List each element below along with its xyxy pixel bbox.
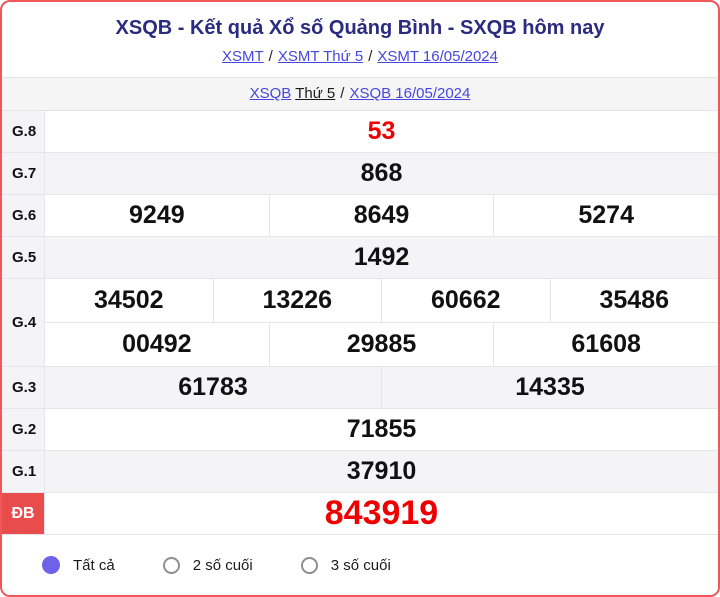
prize-label: G.8 [2, 111, 45, 152]
prize-label: G.3 [2, 367, 45, 408]
filter-bar: Tất cả 2 số cuối 3 số cuối [2, 535, 718, 595]
filter-option-label: 3 số cuối [330, 556, 391, 574]
prize-number: 60662 [381, 279, 550, 322]
prize-number: 14335 [381, 367, 718, 408]
breadcrumb-link-xsmt[interactable]: XSMT [221, 48, 264, 65]
prize-row-g7: G.7 868 [2, 153, 718, 195]
radio-unselected-icon[interactable] [162, 556, 180, 574]
filter-option-last2[interactable]: 2 số cuối [162, 556, 253, 574]
prize-number: 34502 [93, 286, 164, 314]
filter-option-label: 2 số cuối [192, 556, 253, 574]
sub-breadcrumb-link-xsqb[interactable]: XSQB [249, 85, 292, 102]
prize-number: 61783 [178, 373, 248, 401]
prize-label: G.7 [2, 153, 45, 194]
sub-breadcrumb: XSQB Thứ 5/XSQB 16/05/2024 [2, 77, 718, 111]
sub-breadcrumb-link-date[interactable]: XSQB 16/05/2024 [349, 85, 471, 102]
filter-option-last3[interactable]: 3 số cuối [300, 556, 391, 574]
prize-number: 1492 [353, 243, 410, 271]
prize-number: 61608 [493, 323, 718, 366]
breadcrumb-link-xsmt-date[interactable]: XSMT 16/05/2024 [377, 48, 498, 65]
filter-option-label: Tất cả [73, 556, 115, 574]
prize-number: 35486 [549, 279, 719, 322]
special-prize-number: 843919 [324, 494, 439, 532]
prize-number: 5274 [493, 195, 718, 236]
prize-number: 53 [367, 117, 396, 145]
breadcrumb-separator: / [340, 85, 345, 102]
prize-label: G.1 [2, 451, 45, 492]
sub-breadcrumb-day-text: Thứ 5 [295, 85, 336, 102]
prize-number: 13226 [212, 279, 382, 322]
prize-number: 29885 [268, 323, 494, 366]
breadcrumb: XSMT / XSMT Thứ 5/XSMT 16/05/2024 [2, 48, 718, 65]
radio-unselected-icon[interactable] [300, 556, 318, 574]
prize-label: G.2 [2, 409, 45, 450]
breadcrumb-separator: / [268, 48, 273, 65]
prize-row-g6: G.6 9249 8649 5274 [2, 195, 718, 237]
prize-label: G.4 [2, 279, 45, 366]
prize-number: 8649 [268, 195, 494, 236]
page-title: XSQB - Kết quả Xổ số Quảng Bình - SXQB h… [115, 17, 605, 39]
breadcrumb-link-xsmt-thu5[interactable]: XSMT Thứ 5 [277, 48, 364, 65]
prize-row-g8: G.8 53 [2, 111, 718, 153]
prize-label: G.6 [2, 195, 45, 236]
prize-row-g3: G.3 61783 14335 [2, 367, 718, 409]
results-table: G.8 53 G.7 868 G.6 9249 8649 5274 G.5 14… [2, 111, 718, 535]
prize-row-special: ĐB 843919 [2, 493, 718, 535]
prize-row-g2: G.2 71855 [2, 409, 718, 451]
prize-number: 9249 [129, 201, 185, 229]
breadcrumb-separator: / [368, 48, 373, 65]
prize-number: 868 [360, 159, 403, 187]
prize-number: 71855 [346, 415, 417, 443]
header: XSQB - Kết quả Xổ số Quảng Bình - SXQB h… [2, 2, 718, 77]
special-prize-label: ĐB [2, 493, 45, 534]
radio-selected-icon[interactable] [42, 556, 60, 574]
prize-row-g4: G.4 34502 13226 60662 35486 00492 29885 … [2, 279, 718, 367]
prize-row-g5: G.5 1492 [2, 237, 718, 279]
prize-number: 37910 [346, 457, 417, 485]
prize-number: 00492 [122, 330, 192, 358]
prize-row-g1: G.1 37910 [2, 451, 718, 493]
filter-option-all[interactable]: Tất cả [42, 556, 115, 574]
prize-label: G.5 [2, 237, 45, 278]
